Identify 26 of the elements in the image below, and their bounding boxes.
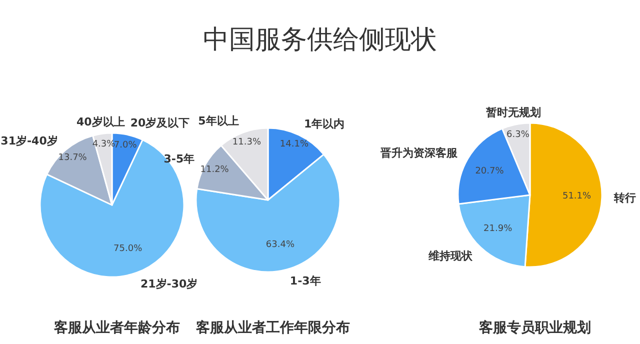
data-label: 20.7% xyxy=(475,166,504,177)
data-label: 51.1% xyxy=(562,192,592,202)
slice-label: 晋升为资深客服 xyxy=(379,146,458,160)
data-label: 63.4% xyxy=(266,240,295,250)
text: 中国服务供给侧现状 xyxy=(203,25,437,55)
slice-label: 1年以内 xyxy=(304,118,345,131)
slice-label: 转行 xyxy=(612,191,636,204)
slice-label: 31岁-40岁 xyxy=(0,134,58,148)
slice-label: 3-5年 xyxy=(164,152,195,166)
text: 客服专员职业规划 xyxy=(478,319,591,336)
text: 客服从业者工作年限分布 xyxy=(195,319,350,336)
data-label: 11.3% xyxy=(232,138,262,148)
slice-label: 5年以上 xyxy=(198,114,239,128)
slice-label: 40岁以上 xyxy=(76,115,125,128)
slice-label: 暂时无规划 xyxy=(484,106,541,120)
data-label: 75.0% xyxy=(114,244,143,254)
slice-label: 1-3年 xyxy=(290,274,321,288)
slice-label: 20岁及以下 xyxy=(130,116,190,130)
slice-label: 维持现状 xyxy=(427,250,474,263)
slice-label: 21岁-30岁 xyxy=(140,278,198,291)
data-label: 7.0% xyxy=(114,140,138,150)
text: 客服从业者年龄分布 xyxy=(53,319,180,336)
data-label: 14.1% xyxy=(280,140,309,150)
data-label: 13.7% xyxy=(58,153,88,164)
data-label: 21.9% xyxy=(484,224,513,234)
data-label: 6.3% xyxy=(506,130,530,140)
